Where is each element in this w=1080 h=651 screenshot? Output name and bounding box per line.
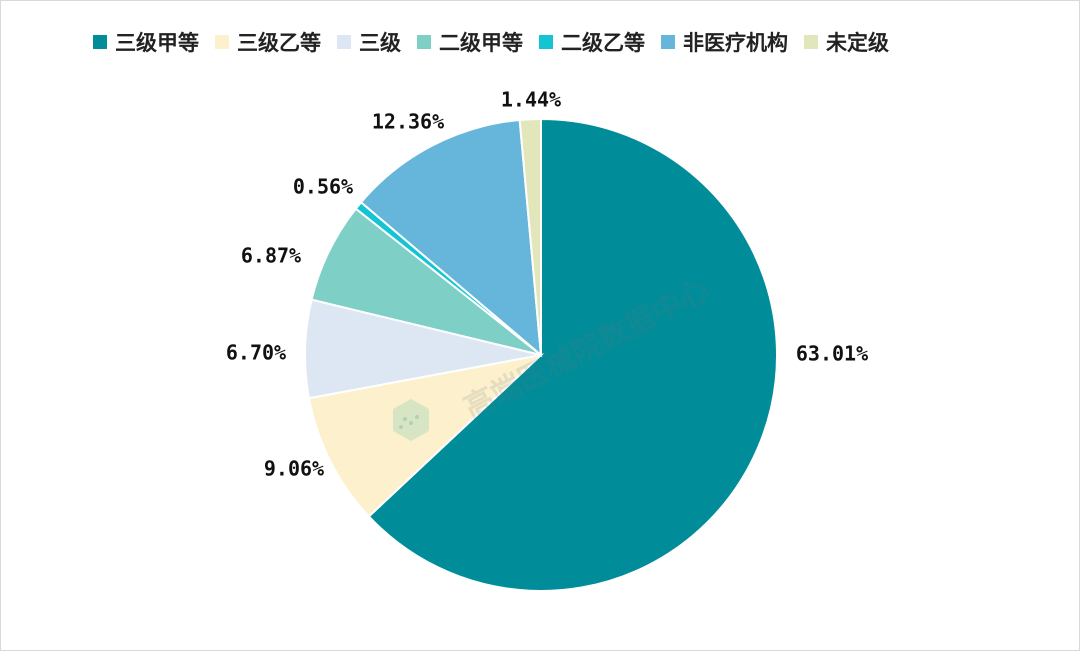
slice-data-label: 63.01% [796, 342, 868, 366]
pie-slice [307, 353, 545, 518]
legend-swatch [417, 35, 431, 49]
legend-label: 三级 [359, 31, 401, 55]
legend-swatch [661, 35, 675, 49]
slice-data-label: 1.44% [501, 88, 561, 112]
legend-label: 二级甲等 [439, 31, 523, 55]
pie-labels: 63.01% 9.06% 6.70% 6.87% 0.56% 12.36% 1.44% [226, 88, 868, 481]
slice-data-label: 12.36% [372, 110, 444, 134]
legend-item: 二级乙等 [539, 27, 645, 57]
legend-label: 三级乙等 [237, 31, 321, 55]
legend-item: 三级 [337, 27, 401, 57]
slice-data-label: 9.06% [264, 457, 324, 481]
legend-swatch [93, 35, 107, 49]
legend-label: 二级乙等 [561, 31, 645, 55]
legend-item: 未定级 [804, 27, 889, 57]
pie-slice [518, 117, 542, 356]
legend-swatch [337, 35, 351, 49]
legend-swatch [539, 35, 553, 49]
pie-slice [367, 117, 778, 592]
legend-label: 未定级 [826, 31, 889, 55]
slice-data-label: 6.87% [241, 244, 301, 268]
slice-data-label: 6.70% [226, 341, 286, 365]
legend-item: 三级乙等 [215, 27, 321, 57]
legend-label: 三级甲等 [115, 31, 199, 55]
legend: 三级甲等 三级乙等 三级 二级甲等 二级乙等 非医疗机构 未定级 [93, 25, 1013, 59]
pie-slice [359, 118, 543, 358]
pie-slices [304, 117, 778, 592]
legend-item: 二级甲等 [417, 27, 523, 57]
slice-data-label: 0.56% [293, 175, 353, 199]
legend-swatch [804, 35, 818, 49]
legend-swatch [215, 35, 229, 49]
watermark-logo-icon [393, 399, 429, 441]
legend-item: 三级甲等 [93, 27, 199, 57]
legend-label: 非医疗机构 [683, 31, 788, 55]
legend-item: 非医疗机构 [661, 27, 788, 57]
